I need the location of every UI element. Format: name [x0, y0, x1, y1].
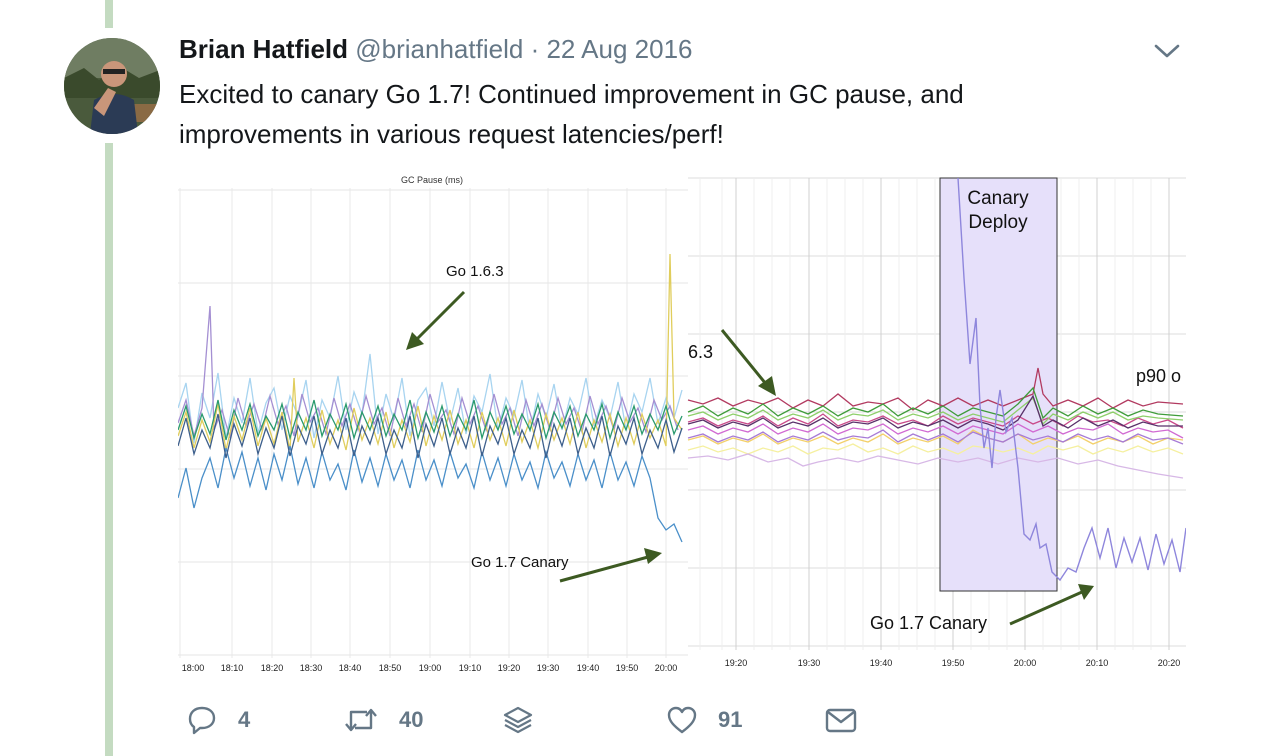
x-tick: 18:40 [339, 663, 362, 673]
annotation-arrow-new-left [559, 548, 662, 583]
x-tick: 19:00 [419, 663, 442, 673]
x-tick: 18:10 [221, 663, 244, 673]
date-separator: · [530, 34, 540, 64]
x-tick: 20:10 [1086, 658, 1109, 668]
right-x-ticks: 19:20 19:30 19:40 19:50 20:00 20:10 20:2… [725, 658, 1181, 668]
tweet-text: Excited to canary Go 1.7! Continued impr… [179, 79, 964, 149]
right-cut-label-right: p90 o [1136, 366, 1181, 386]
canary-deploy-band [939, 177, 1058, 592]
retweet-icon [345, 708, 377, 732]
x-tick: 19:10 [459, 663, 482, 673]
envelope-icon [825, 708, 857, 733]
message-button[interactable] [824, 700, 858, 740]
x-tick: 19:20 [725, 658, 748, 668]
annotation-arrow-new-right [1009, 584, 1094, 626]
annotation-go-17-canary-left: Go 1.7 Canary [471, 554, 569, 571]
stack-button[interactable] [502, 700, 534, 740]
annotation-go-17-canary-right: Go 1.7 Canary [870, 613, 987, 633]
tweet-media[interactable]: GC Pause (ms) 18:00 18:10 18:20 18:30 18… [178, 168, 1186, 680]
x-tick: 19:40 [870, 658, 893, 668]
x-tick: 19:30 [798, 658, 821, 668]
like-count: 91 [718, 707, 743, 732]
reply-count: 4 [238, 707, 251, 732]
thread-line-bottom [105, 143, 113, 756]
left-chart: GC Pause (ms) 18:00 18:10 18:20 18:30 18… [178, 168, 688, 680]
tweet-date[interactable]: 22 Aug 2016 [546, 34, 693, 64]
tweet-actions: 4 40 91 [0, 700, 1262, 744]
annotation-go-163: Go 1.6.3 [446, 263, 504, 280]
author-handle[interactable]: @brianhatfield [355, 34, 524, 64]
right-chart-series [687, 177, 1186, 582]
x-tick: 19:50 [942, 658, 965, 668]
x-tick: 19:20 [498, 663, 521, 673]
annotation-arrow-old [406, 290, 466, 350]
left-x-ticks: 18:00 18:10 18:20 18:30 18:40 18:50 19:0… [182, 663, 678, 673]
retweet-button[interactable]: 40 [343, 700, 423, 740]
chevron-down-icon[interactable] [1152, 40, 1182, 62]
like-button[interactable]: 91 [666, 700, 742, 740]
x-tick: 18:00 [182, 663, 205, 673]
x-tick: 18:30 [300, 663, 323, 673]
reply-icon [188, 706, 216, 735]
x-tick: 18:20 [261, 663, 284, 673]
thread-line-top [105, 0, 113, 28]
x-tick: 19:30 [537, 663, 560, 673]
retweet-count: 40 [399, 707, 424, 732]
x-tick: 18:50 [379, 663, 402, 673]
avatar[interactable] [64, 38, 160, 134]
left-chart-title: GC Pause (ms) [401, 175, 463, 185]
canary-deploy-label-1: Canary [967, 188, 1029, 209]
annotation-arrow-old-right [720, 329, 776, 396]
left-chart-series [178, 253, 683, 543]
stack-icon [503, 706, 533, 734]
author-name[interactable]: Brian Hatfield [179, 34, 349, 64]
x-tick: 20:00 [1014, 658, 1037, 668]
reply-button[interactable]: 4 [186, 700, 250, 740]
x-tick: 19:40 [577, 663, 600, 673]
tweet-header: Brian Hatfield @brianhatfield · 22 Aug 2… [179, 34, 693, 65]
x-tick: 20:20 [1158, 658, 1181, 668]
right-chart: Canary Deploy 19:20 19:30 19:40 19:50 [687, 168, 1186, 680]
right-cut-label-left: 6.3 [688, 342, 713, 362]
canary-deploy-label-2: Deploy [968, 212, 1028, 233]
x-tick: 19:50 [616, 663, 639, 673]
heart-icon [667, 706, 697, 734]
x-tick: 20:00 [655, 663, 678, 673]
